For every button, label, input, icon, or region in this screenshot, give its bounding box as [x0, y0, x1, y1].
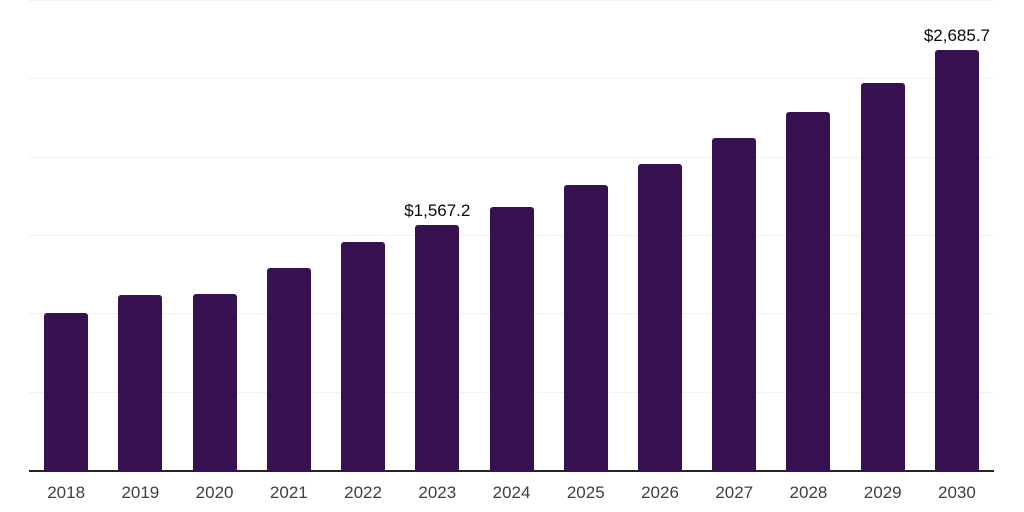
bar-column-2018 [29, 1, 103, 471]
bar-2020 [192, 294, 237, 471]
bar-column-2026 [623, 1, 697, 471]
gridline [29, 0, 994, 1]
bar-column-2024 [474, 1, 548, 471]
bar-value-label-2023: $1,567.2 [404, 201, 471, 221]
x-tick-label-2019: 2019 [121, 483, 160, 502]
x-tick-label-2022: 2022 [344, 483, 382, 502]
x-tick-label-2025: 2025 [566, 483, 605, 502]
gridline [29, 156, 994, 158]
bar-2030 [934, 50, 979, 471]
x-axis-labels: 2018 2019 2020 2021 2022 2023 2024 2025 2026 2027… [29, 483, 994, 502]
bar-2026 [637, 163, 682, 471]
x-tick-label-2030: 2030 [938, 483, 976, 502]
x-axis-line [29, 470, 994, 472]
bar-2028 [786, 111, 831, 471]
bar-column-2027 [697, 1, 771, 471]
x-tick-label-2028: 2028 [789, 483, 828, 502]
x-tick-label-2021: 2021 [269, 483, 308, 502]
bar-column-2030: $2,685.7 [920, 1, 994, 471]
x-tick-label-2026: 2026 [641, 483, 679, 502]
bar-column-2028 [771, 1, 845, 471]
bar-2019 [118, 295, 163, 471]
bar-value-label-2030: $2,685.7 [923, 26, 991, 46]
x-tick-label-2020: 2020 [195, 483, 234, 502]
x-tick-label-2024: 2024 [492, 483, 531, 502]
bar-2022 [341, 242, 386, 471]
bar-2024 [489, 206, 534, 471]
bar-column-2019 [103, 1, 177, 471]
bar-column-2029 [846, 1, 920, 471]
x-tick-label-2018: 2018 [47, 483, 86, 502]
x-tick-label-2027: 2027 [715, 483, 754, 502]
bar-2029 [860, 82, 905, 471]
bar-column-2025 [549, 1, 623, 471]
x-tick-label-2029: 2029 [863, 483, 902, 502]
bar-column-2020 [177, 1, 251, 471]
gridline [29, 78, 994, 80]
bar-2018 [44, 313, 89, 471]
bar-2023 [415, 225, 460, 471]
bar-2021 [266, 267, 311, 471]
bar-2027 [712, 138, 757, 471]
bar-2025 [563, 184, 608, 471]
bar-column-2022 [326, 1, 400, 471]
x-tick-label-2023: 2023 [418, 483, 457, 502]
bars-container: $1,567.2 $2,685.7 [29, 1, 994, 471]
bar-column-2023: $1,567.2 [400, 1, 474, 471]
bar-column-2021 [252, 1, 326, 471]
